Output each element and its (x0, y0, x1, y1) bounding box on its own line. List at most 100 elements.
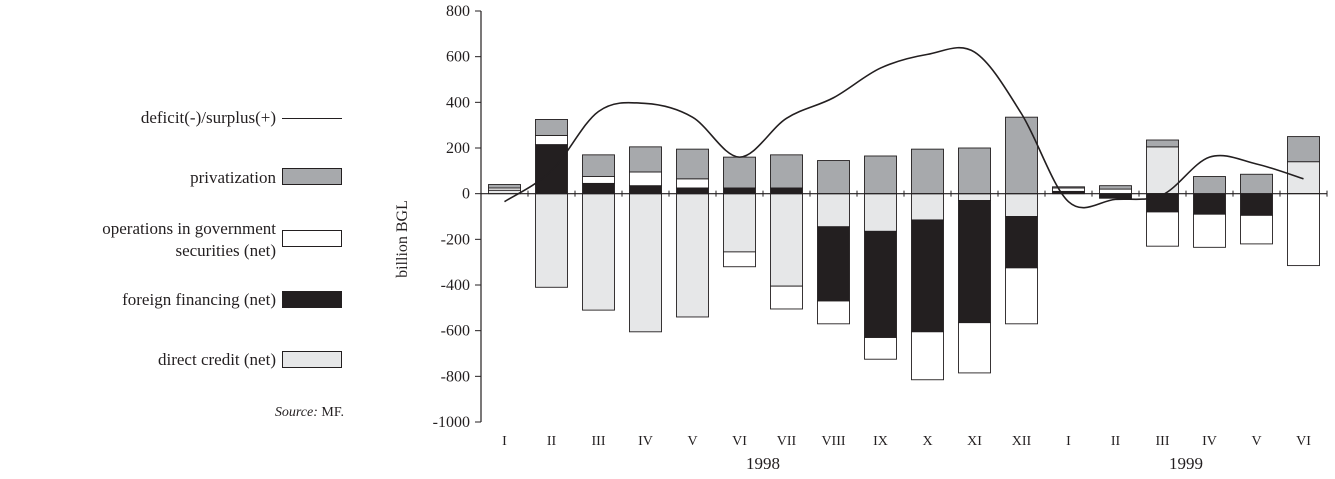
bar-segment-privatization (723, 156, 756, 189)
y-tick-label: 200 (446, 140, 470, 157)
bar-segment-gov-securities (1287, 193, 1320, 267)
y-tick-label: -800 (441, 368, 470, 385)
bar-segment-foreign-financing (1146, 193, 1179, 213)
bar-segment-privatization (629, 146, 662, 173)
legend-label-deficit: deficit(-)/surplus(+) (140, 108, 276, 127)
bar-segment-direct-credit (958, 193, 991, 201)
bar-segment-gov-securities (1240, 214, 1273, 245)
bar-segment-direct-credit (535, 193, 568, 288)
bar-segment-privatization (488, 184, 521, 189)
x-tick-label: X (922, 434, 932, 449)
x-tick-label: XI (967, 434, 982, 449)
bar-segment-privatization (1193, 176, 1226, 195)
bar-segment-direct-credit (582, 193, 615, 311)
x-tick-label: VI (1296, 434, 1311, 449)
bar-segment-privatization (535, 119, 568, 136)
bar-segment-foreign-financing (535, 144, 568, 195)
bar-segment-direct-credit (723, 193, 756, 253)
bar-segment-privatization (1005, 116, 1038, 195)
x-axis: I II III IV V VI VII VIII IX X XI XII I II III IV V VI199… (480, 190, 1328, 473)
bar-segment-direct-credit (770, 193, 803, 287)
legend: deficit(-)/surplus(+) privatization oper… (0, 0, 360, 479)
bar-segment-gov-securities (535, 134, 568, 146)
bar-segment-direct-credit (629, 193, 662, 333)
bar-segment-gov-securities (629, 171, 662, 187)
x-tick-label: IX (873, 434, 888, 449)
bar-segment-privatization (582, 154, 615, 177)
x-tick-label: VII (777, 434, 797, 449)
y-tick-label: 400 (446, 94, 470, 111)
bar-segment-privatization (958, 147, 991, 195)
y-tick-label: -600 (441, 323, 470, 340)
x-tick-label: IV (1202, 434, 1217, 449)
bar-segment-privatization (770, 154, 803, 189)
bar-segment-foreign-financing (864, 230, 897, 338)
bar-segment-privatization (864, 155, 897, 195)
x-tick-label: VI (732, 434, 747, 449)
y-axis: -1000 -800 -600 -400 -200 0 200 400 600 800 (433, 3, 482, 431)
bar-segment-gov-securities (817, 300, 850, 325)
legend-swatch-foreign-financing (282, 291, 342, 308)
x-tick-label: III (1156, 434, 1170, 449)
bar-segment-gov-securities (1099, 188, 1132, 195)
y-tick-label: 800 (446, 3, 470, 20)
legend-line-deficit (282, 118, 342, 119)
bar-segment-privatization (1240, 173, 1273, 195)
bar-segment-gov-securities (958, 322, 991, 374)
bar-segment-privatization (817, 160, 850, 195)
x-tick-label: V (687, 434, 697, 449)
bar-segment-direct-credit (864, 193, 897, 232)
source-note: Source: MF. (275, 405, 344, 421)
source-label: Source: (274, 405, 318, 420)
deficit-line (504, 46, 1304, 209)
bar-segment-direct-credit (1287, 161, 1320, 195)
bar-segment-foreign-financing (629, 185, 662, 195)
year-label: 1999 (1169, 454, 1203, 473)
bar-segment-gov-securities (1005, 267, 1038, 325)
bar-segment-gov-securities (1052, 187, 1085, 192)
x-tick-label: I (1066, 434, 1071, 449)
bar-segment-foreign-financing (1005, 216, 1038, 269)
legend-label-direct-credit: direct credit (net) (158, 350, 276, 369)
y-tick-label: 600 (446, 49, 470, 66)
bars (488, 116, 1320, 381)
x-tick-label: II (547, 434, 557, 449)
bar-segment-privatization (1146, 139, 1179, 148)
legend-label-gov-securities-1: operations in government (102, 219, 276, 238)
x-tick-label: III (592, 434, 606, 449)
bar-segment-direct-credit (1005, 193, 1038, 217)
bar-segment-gov-securities (676, 178, 709, 189)
bar-segment-foreign-financing (911, 219, 944, 333)
year-label: 1998 (746, 454, 780, 473)
bar-segment-foreign-financing (1099, 193, 1132, 199)
bar-segment-gov-securities (582, 176, 615, 184)
bar-segment-direct-credit (676, 193, 709, 318)
y-tick-label: -400 (441, 277, 470, 294)
bar-segment-foreign-financing (1193, 193, 1226, 215)
bar-segment-foreign-financing (770, 187, 803, 195)
legend-label-gov-securities-2: securities (net) (175, 241, 276, 260)
bar-segment-privatization (911, 148, 944, 195)
bar-segment-foreign-financing (1240, 193, 1273, 216)
bar-segment-privatization (1099, 185, 1132, 190)
bar-segment-privatization (1052, 186, 1085, 189)
legend-label-foreign-financing: foreign financing (net) (122, 290, 276, 309)
bar-segment-gov-securities (770, 285, 803, 310)
bar-segment-foreign-financing (817, 226, 850, 302)
bar-segment-foreign-financing (676, 187, 709, 195)
bar-segment-privatization (1287, 136, 1320, 163)
y-tick-label: -1000 (433, 414, 470, 431)
bar-segment-gov-securities (864, 337, 897, 360)
bar-segment-gov-securities (1146, 211, 1179, 247)
bar-segment-gov-securities (911, 331, 944, 381)
source-text: MF. (321, 405, 344, 420)
y-tick-label: 0 (462, 186, 470, 203)
bar-segment-direct-credit (911, 193, 944, 221)
legend-label-privatization: privatization (190, 168, 276, 187)
legend-swatch-direct-credit (282, 351, 342, 368)
x-tick-label: II (1111, 434, 1121, 449)
legend-swatch-gov-securities (282, 230, 342, 247)
bar-segment-foreign-financing (958, 200, 991, 324)
bar-segment-foreign-financing (582, 182, 615, 195)
